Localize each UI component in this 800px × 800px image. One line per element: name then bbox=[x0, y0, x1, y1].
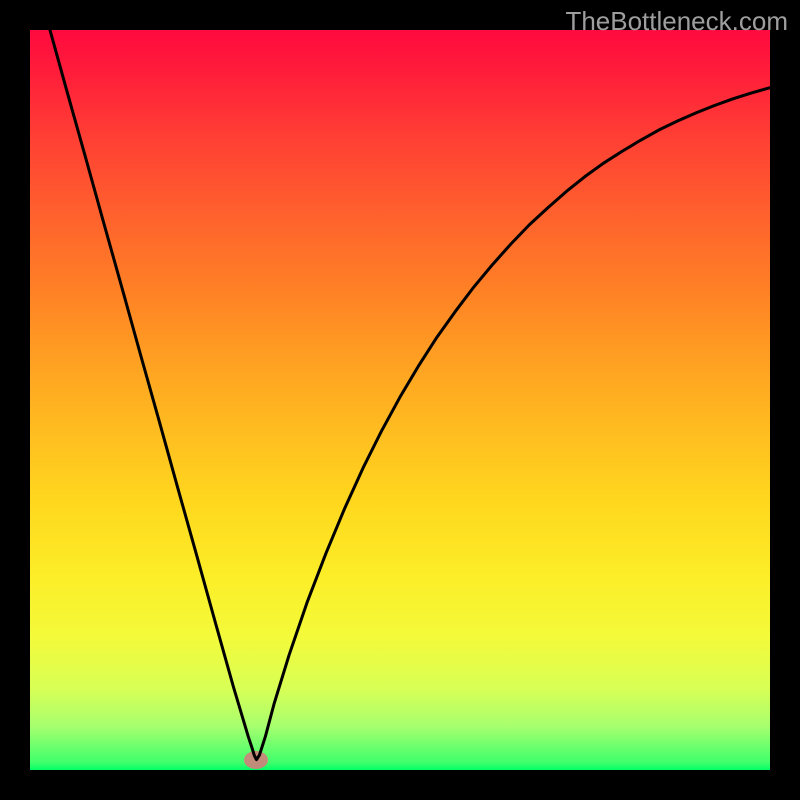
outer-frame: TheBottleneck.com bbox=[0, 0, 800, 800]
minimum-marker bbox=[244, 751, 268, 769]
chart-area bbox=[30, 30, 770, 770]
watermark-text: TheBottleneck.com bbox=[565, 6, 788, 37]
